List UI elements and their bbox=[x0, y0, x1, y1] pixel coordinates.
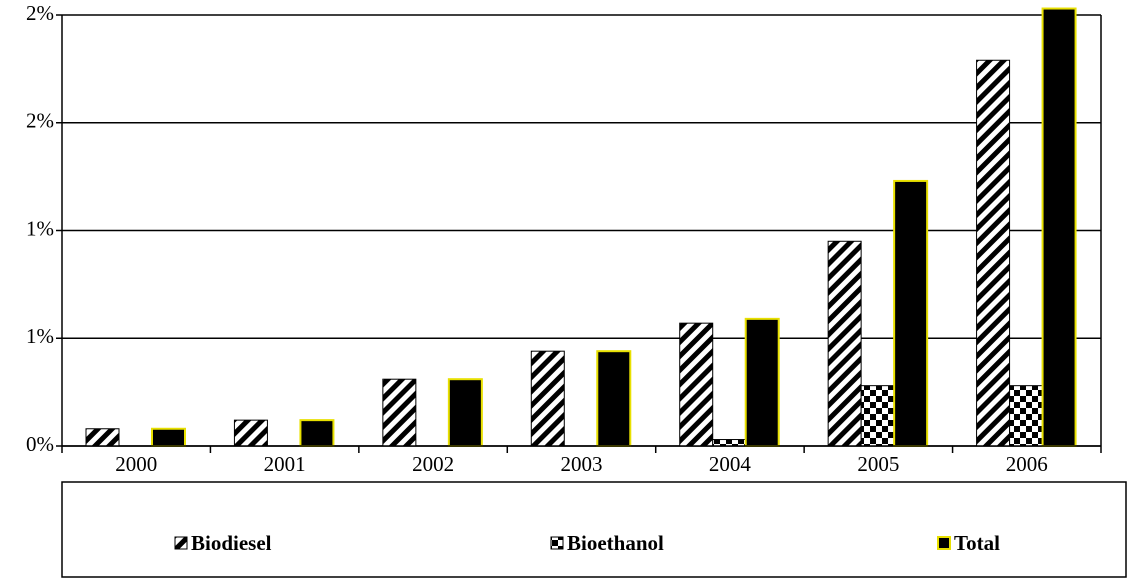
x-tick-label: 2000 bbox=[115, 452, 157, 476]
x-tick-label: 2005 bbox=[857, 452, 899, 476]
legend-swatch bbox=[550, 536, 564, 550]
bar bbox=[85, 428, 120, 447]
bar bbox=[233, 419, 268, 447]
bar bbox=[530, 350, 565, 447]
bar bbox=[679, 322, 714, 447]
bar bbox=[447, 378, 483, 448]
x-tick-label: 2001 bbox=[264, 452, 306, 476]
bar bbox=[382, 378, 417, 447]
bar bbox=[299, 419, 335, 448]
bar bbox=[893, 179, 929, 447]
legend-box bbox=[61, 481, 1127, 578]
bar bbox=[151, 427, 186, 448]
legend-label: Bioethanol bbox=[567, 531, 664, 555]
x-tick-label: 2004 bbox=[709, 452, 752, 476]
y-tick-label: 1% bbox=[26, 216, 54, 240]
bar bbox=[744, 317, 780, 448]
legend-label: Total bbox=[954, 531, 1000, 555]
y-tick-label: 0% bbox=[26, 432, 54, 456]
y-tick-label: 1% bbox=[26, 324, 54, 348]
y-tick-label: 2% bbox=[26, 1, 54, 25]
bar bbox=[860, 385, 895, 447]
legend-swatch bbox=[937, 536, 951, 550]
x-tick-label: 2002 bbox=[412, 452, 454, 476]
bar bbox=[1009, 385, 1044, 447]
bar bbox=[976, 59, 1011, 447]
bar bbox=[712, 439, 747, 447]
x-tick-label: 2003 bbox=[561, 452, 603, 476]
legend-swatch bbox=[174, 536, 188, 550]
x-tick-label: 2006 bbox=[1006, 452, 1048, 476]
legend-label: Biodiesel bbox=[191, 531, 272, 555]
bar bbox=[827, 240, 862, 447]
y-tick-label: 2% bbox=[26, 109, 54, 133]
bar bbox=[1041, 7, 1077, 447]
bar bbox=[596, 350, 632, 447]
